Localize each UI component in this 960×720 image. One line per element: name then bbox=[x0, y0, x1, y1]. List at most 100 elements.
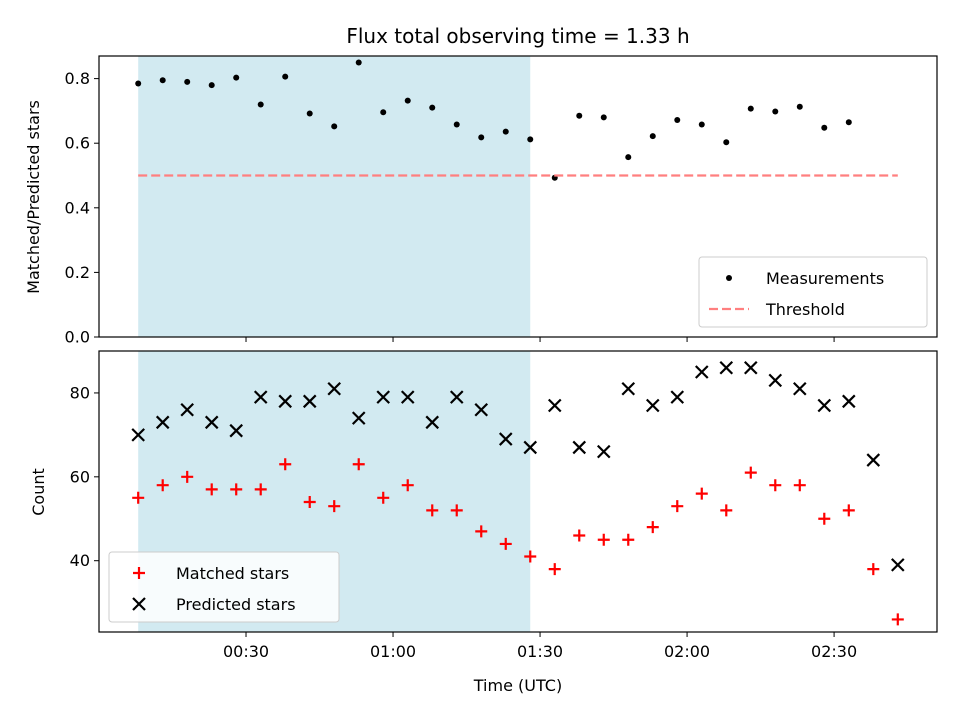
top-panel-y-axis-label: Matched/Predicted stars bbox=[24, 100, 43, 294]
axes-frame bbox=[98, 350, 938, 633]
data-point bbox=[156, 479, 169, 492]
data-point bbox=[645, 398, 660, 413]
data-point bbox=[208, 82, 215, 89]
data-point bbox=[769, 479, 782, 492]
legend-marker bbox=[132, 597, 146, 611]
axes-frame bbox=[98, 55, 938, 338]
y-tick-label: 0.6 bbox=[65, 134, 90, 153]
y-tick-label: 80 bbox=[70, 383, 90, 402]
data-point bbox=[229, 423, 243, 438]
data-point bbox=[278, 394, 292, 409]
data-point bbox=[400, 390, 415, 404]
data-point bbox=[499, 537, 512, 550]
data-point bbox=[159, 77, 166, 84]
data-point bbox=[303, 495, 316, 508]
data-point bbox=[131, 428, 145, 442]
legend-marker bbox=[726, 275, 732, 281]
legend-box bbox=[698, 256, 928, 328]
legend-label: Threshold bbox=[765, 300, 845, 319]
data-point bbox=[649, 133, 656, 140]
data-point bbox=[523, 440, 538, 455]
data-point bbox=[401, 479, 414, 492]
x-axis-label: Time (UTC) bbox=[473, 676, 562, 695]
data-point bbox=[842, 394, 856, 409]
data-point bbox=[475, 525, 488, 538]
data-point bbox=[845, 119, 852, 126]
data-point bbox=[793, 381, 807, 396]
data-point bbox=[891, 613, 904, 626]
data-point bbox=[576, 112, 583, 119]
data-point bbox=[478, 134, 485, 141]
data-point bbox=[181, 470, 194, 483]
series-predicted-stars bbox=[131, 360, 905, 572]
data-point bbox=[772, 108, 779, 115]
x-tick-label: 02:30 bbox=[811, 642, 857, 661]
legend-label: Matched stars bbox=[176, 564, 289, 583]
data-point bbox=[331, 123, 338, 130]
series-matched-stars bbox=[132, 458, 904, 626]
data-point bbox=[302, 394, 317, 409]
data-point bbox=[132, 491, 145, 504]
data-point bbox=[596, 444, 611, 459]
data-point bbox=[527, 136, 534, 143]
data-point bbox=[449, 390, 464, 404]
data-point bbox=[355, 59, 362, 66]
data-point bbox=[450, 504, 463, 517]
data-point bbox=[204, 415, 219, 430]
data-point bbox=[671, 500, 684, 513]
y-tick-label: 0.8 bbox=[65, 69, 90, 88]
data-point bbox=[796, 103, 803, 110]
data-point bbox=[723, 139, 730, 146]
data-point bbox=[622, 533, 635, 546]
data-point bbox=[254, 483, 267, 496]
y-tick-label: 0.0 bbox=[65, 328, 90, 347]
bottom-panel-y-axis-label: Count bbox=[29, 468, 48, 516]
data-point bbox=[698, 121, 705, 128]
data-point bbox=[327, 381, 342, 396]
data-point bbox=[621, 381, 636, 396]
data-point bbox=[352, 458, 365, 471]
data-point bbox=[377, 491, 390, 504]
legend-marker bbox=[133, 567, 145, 579]
data-point bbox=[135, 80, 142, 87]
series-measurements bbox=[135, 59, 852, 181]
data-point bbox=[573, 529, 586, 542]
data-point bbox=[328, 500, 341, 513]
data-point bbox=[498, 432, 513, 446]
legend-label: Measurements bbox=[766, 269, 884, 288]
data-point bbox=[597, 533, 610, 546]
data-point bbox=[793, 479, 806, 492]
legend-label: Predicted stars bbox=[176, 595, 296, 614]
panel-count: 40 60 80 00:30 01:00 01:30 02:00 02:30 Matched s… bbox=[70, 350, 938, 661]
data-point bbox=[744, 360, 758, 375]
data-point bbox=[747, 105, 754, 112]
data-point bbox=[744, 466, 757, 479]
data-point bbox=[891, 558, 905, 572]
data-point bbox=[205, 483, 218, 496]
data-point bbox=[625, 154, 632, 161]
data-point bbox=[180, 402, 194, 417]
data-point bbox=[425, 415, 440, 430]
data-point bbox=[282, 73, 289, 80]
data-point bbox=[426, 504, 439, 517]
data-point bbox=[404, 97, 411, 104]
legend: Matched stars Predicted stars bbox=[108, 551, 340, 623]
x-tick-label: 01:00 bbox=[370, 642, 416, 661]
y-tick-label: 0.2 bbox=[65, 263, 90, 282]
data-point bbox=[674, 116, 681, 123]
data-point bbox=[453, 121, 460, 128]
shaded-region bbox=[138, 56, 531, 337]
x-tick-label: 01:30 bbox=[517, 642, 563, 661]
data-point bbox=[842, 504, 855, 517]
data-point bbox=[867, 563, 880, 576]
x-tick-label: 02:00 bbox=[664, 642, 710, 661]
data-point bbox=[429, 104, 436, 111]
data-point bbox=[184, 78, 191, 85]
data-point bbox=[230, 483, 243, 496]
data-point bbox=[376, 390, 391, 404]
y-tick-label: 60 bbox=[70, 467, 90, 486]
data-point bbox=[233, 74, 240, 81]
data-point bbox=[474, 402, 489, 417]
data-point bbox=[547, 398, 562, 413]
